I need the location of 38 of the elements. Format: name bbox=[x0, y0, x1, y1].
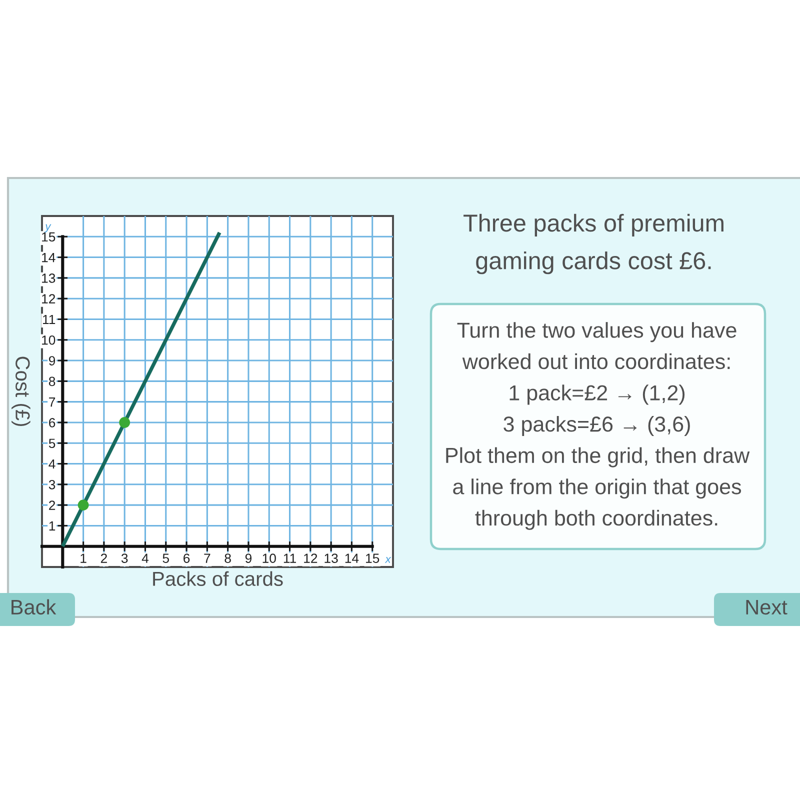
y-tick-label: 14 bbox=[42, 253, 56, 262]
x-tick-label: 12 bbox=[304, 554, 318, 563]
y-tick-label: 3 bbox=[48, 480, 56, 490]
x-tick-label: 1 bbox=[80, 554, 86, 563]
y-tick-label: 1 bbox=[49, 521, 56, 530]
x-axis-title: Packs of cards bbox=[153, 571, 283, 586]
x-tick-label: 9 bbox=[245, 554, 252, 563]
x-tick-label: 11 bbox=[284, 554, 296, 563]
y-tick-label: 15 bbox=[42, 232, 56, 242]
annotation: y bbox=[44, 224, 52, 232]
y-tick-label: 11 bbox=[43, 314, 56, 324]
text: Turn the two values you have worked out into coordinates: 1 pack=£2 → (1,2) 3 packs=£6 → (3,6) Plot them on the grid, then draw a line from the origin that goes through both coordinates. bbox=[446, 322, 750, 530]
y-axis-title: Cost (£) bbox=[12, 356, 30, 426]
y-tick-label: 7 bbox=[49, 398, 56, 407]
text: Next bbox=[746, 600, 788, 615]
x-tick-label: 4 bbox=[142, 554, 149, 563]
x-tick-label: 15 bbox=[366, 554, 380, 563]
y-tick-label: 2 bbox=[49, 500, 56, 510]
text: Three packs of premium gaming cards cost £6. bbox=[464, 214, 724, 274]
x-tick-label: 7 bbox=[204, 554, 210, 563]
y-tick-label: 12 bbox=[42, 294, 56, 304]
x-tick-label: 2 bbox=[100, 554, 107, 563]
x-tick-label: 14 bbox=[345, 554, 359, 563]
y-tick-label: 4 bbox=[48, 459, 56, 469]
annotation: x bbox=[384, 556, 392, 563]
y-tick-label: 5 bbox=[48, 438, 56, 448]
text: Back bbox=[12, 599, 56, 615]
y-tick-label: 10 bbox=[42, 335, 56, 345]
x-tick-label: 13 bbox=[324, 554, 338, 563]
y-tick-label: 8 bbox=[48, 376, 56, 386]
x-tick-label: 10 bbox=[262, 554, 276, 563]
x-tick-label: 5 bbox=[162, 554, 169, 563]
y-tick-label: 6 bbox=[49, 418, 56, 428]
x-tick-label: 3 bbox=[121, 554, 128, 563]
y-tick-label: 9 bbox=[48, 356, 56, 366]
y-tick-label: 13 bbox=[42, 274, 56, 283]
x-tick-label: 8 bbox=[224, 554, 231, 563]
x-tick-label: 6 bbox=[184, 554, 190, 563]
